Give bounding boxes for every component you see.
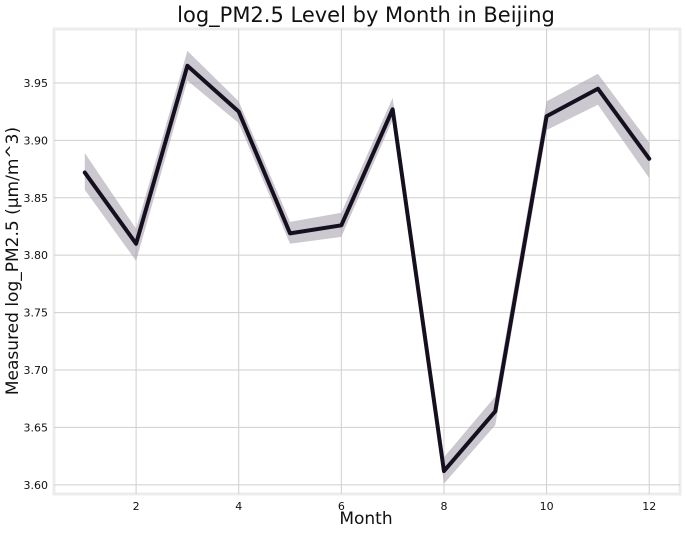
data-point — [494, 410, 496, 412]
series-layer — [82, 63, 652, 474]
data-point — [84, 172, 86, 174]
data-point — [340, 224, 342, 226]
x-tick-label: 10 — [540, 500, 554, 513]
data-point — [186, 65, 188, 67]
chart-title: log_PM2.5 Level by Month in Beijing — [177, 3, 555, 28]
series-line — [82, 63, 652, 474]
data-point — [135, 243, 137, 245]
y-tick-label: 3.75 — [24, 307, 49, 320]
y-grid — [54, 82, 680, 486]
y-axis-label: Measured log_PM2.5 (µm/m^3) — [3, 127, 23, 395]
x-tick-label: 6 — [338, 500, 345, 513]
y-tick-label: 3.90 — [24, 134, 49, 147]
x-tick-label: 8 — [440, 500, 447, 513]
data-point — [289, 232, 291, 234]
y-tick-label: 3.65 — [24, 421, 49, 434]
y-tick-label: 3.95 — [24, 77, 49, 90]
data-point — [392, 108, 394, 110]
y-tick-label: 3.80 — [24, 249, 49, 262]
x-tick-label: 12 — [642, 500, 656, 513]
y-tick-labels: 3.60 3.65 3.70 3.75 3.80 3.85 3.90 3.95 — [24, 77, 49, 492]
y-tick-label: 3.85 — [24, 192, 49, 205]
data-point — [546, 115, 548, 117]
data-point — [443, 470, 445, 472]
y-tick-label: 3.70 — [24, 364, 49, 377]
y-tick-label: 3.60 — [24, 479, 49, 492]
confidence-band — [84, 50, 650, 484]
x-tick-labels: 2 4 6 8 10 12 — [133, 500, 657, 513]
x-tick-label: 4 — [235, 500, 242, 513]
confidence-band-layer — [84, 50, 650, 484]
data-point — [597, 88, 599, 90]
data-point — [238, 111, 240, 113]
x-axis-label: Month — [339, 509, 392, 529]
x-tick-label: 2 — [133, 500, 140, 513]
data-point — [648, 158, 650, 160]
